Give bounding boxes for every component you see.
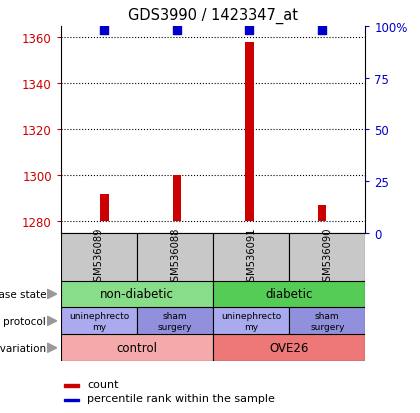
Title: GDS3990 / 1423347_at: GDS3990 / 1423347_at xyxy=(128,8,298,24)
Point xyxy=(173,28,180,34)
Bar xyxy=(173,176,181,222)
Bar xyxy=(61,308,137,335)
Text: uninephrecto
my: uninephrecto my xyxy=(221,311,281,331)
Bar xyxy=(137,308,213,335)
Bar xyxy=(213,335,365,361)
Polygon shape xyxy=(47,290,57,299)
Text: percentile rank within the sample: percentile rank within the sample xyxy=(87,394,275,404)
Bar xyxy=(64,384,79,387)
Text: control: control xyxy=(116,342,158,354)
Text: count: count xyxy=(87,379,118,389)
Text: sham
surgery: sham surgery xyxy=(310,311,344,331)
Bar xyxy=(318,206,326,222)
Bar xyxy=(100,195,109,222)
Text: OVE26: OVE26 xyxy=(270,342,309,354)
Bar xyxy=(61,335,213,361)
Bar xyxy=(213,233,289,281)
Text: GSM536089: GSM536089 xyxy=(94,227,104,287)
Bar xyxy=(213,308,289,335)
Bar xyxy=(61,281,213,308)
Text: sham
surgery: sham surgery xyxy=(158,311,192,331)
Polygon shape xyxy=(47,316,57,326)
Bar xyxy=(245,43,254,222)
Bar xyxy=(289,308,365,335)
Text: uninephrecto
my: uninephrecto my xyxy=(69,311,129,331)
Text: GSM536090: GSM536090 xyxy=(322,227,332,287)
Bar xyxy=(64,399,79,401)
Point xyxy=(101,28,108,34)
Text: genotype/variation: genotype/variation xyxy=(0,343,46,353)
Text: diabetic: diabetic xyxy=(265,288,313,301)
Bar xyxy=(289,233,365,281)
Polygon shape xyxy=(47,343,57,353)
Point xyxy=(318,28,325,34)
Point xyxy=(246,28,253,34)
Text: non-diabetic: non-diabetic xyxy=(100,288,174,301)
Text: GSM536091: GSM536091 xyxy=(246,227,256,287)
Text: GSM536088: GSM536088 xyxy=(170,227,180,287)
Bar xyxy=(61,233,137,281)
Text: disease state: disease state xyxy=(0,289,46,299)
Bar xyxy=(137,233,213,281)
Bar xyxy=(213,281,365,308)
Text: protocol: protocol xyxy=(3,316,46,326)
